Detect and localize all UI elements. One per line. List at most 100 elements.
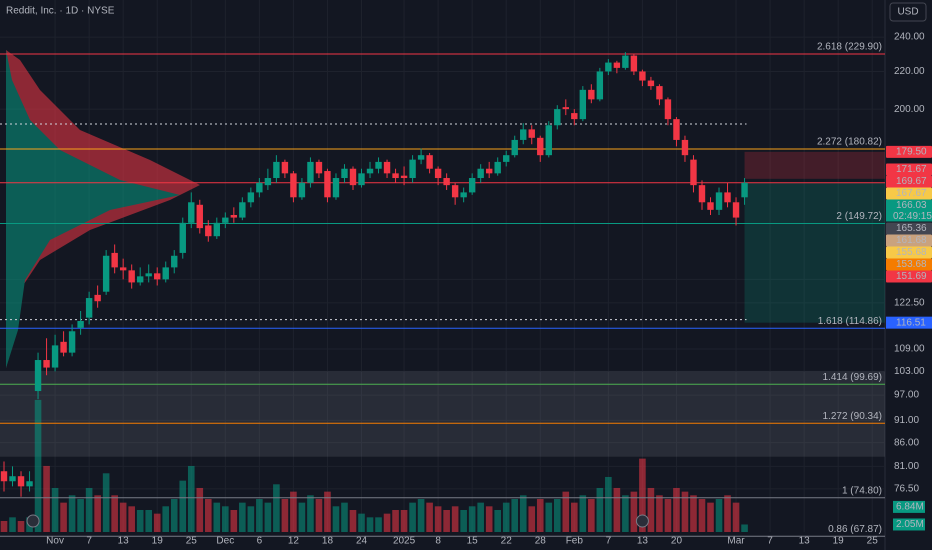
price-label: 166.03: [896, 200, 927, 211]
candle-body: [273, 161, 280, 179]
candle-body: [579, 89, 587, 120]
volume-bar: [596, 487, 604, 532]
price-label-box: [886, 270, 932, 283]
volume-bar: [102, 473, 110, 532]
candle-body: [528, 129, 535, 138]
x-tick-label: 6: [257, 536, 263, 547]
price-label: 155.68: [896, 247, 927, 258]
volume-bar: [468, 506, 476, 532]
candle-body: [213, 222, 221, 237]
price-label-box: [886, 316, 932, 329]
volume-bar: [571, 502, 578, 532]
candle-body: [554, 109, 561, 126]
volume-bar: [204, 498, 212, 532]
candle-body: [26, 481, 33, 487]
volume-label-box: [893, 500, 925, 513]
volume-bar: [545, 502, 553, 532]
candle-body: [51, 345, 59, 368]
volume-bar: [162, 506, 170, 532]
candle-body: [673, 119, 680, 140]
candle-body: [613, 62, 621, 68]
candle-body: [43, 360, 50, 368]
x-tick-label: 7: [606, 536, 612, 547]
candle-body: [256, 182, 263, 193]
candle-body: [358, 173, 365, 186]
candle-body: [230, 214, 238, 218]
candle-body: [307, 161, 314, 183]
candle-body: [664, 99, 672, 120]
candle-body: [409, 159, 416, 179]
x-tick-label: 8: [435, 536, 441, 547]
volume-bar: [60, 502, 67, 532]
price-label-box: [886, 175, 932, 188]
candle-body: [383, 161, 391, 174]
volume-label: 6.84M: [896, 502, 924, 513]
candle-body: [451, 185, 459, 198]
volume-bar: [536, 498, 544, 532]
volume-bar: [732, 502, 740, 532]
candle-body: [545, 125, 552, 156]
volume-bar: [715, 498, 723, 532]
volume-bar: [51, 487, 59, 532]
candle-body: [136, 276, 144, 283]
volume-bar: [358, 513, 365, 532]
volume-bar: [400, 509, 408, 532]
volume-bar: [494, 509, 502, 532]
volume-bar: [94, 495, 101, 532]
candle-body: [639, 71, 646, 81]
volume-bar: [128, 506, 135, 532]
zone: [0, 371, 885, 457]
fib-label: 2 (149.72): [836, 211, 882, 222]
volume-bar: [553, 498, 561, 532]
price-label-box: [886, 234, 932, 247]
candle-body: [460, 192, 467, 198]
candle-body: [494, 161, 501, 174]
candle-body: [605, 62, 612, 72]
zone: [744, 151, 885, 179]
earnings-marker: [26, 514, 40, 528]
candle-body: [324, 171, 331, 198]
y-tick-label: 200.00: [894, 104, 925, 115]
price-label: 167.67: [896, 188, 927, 199]
candle-body: [588, 89, 595, 100]
earnings-marker: [635, 514, 649, 528]
candle-body: [171, 255, 178, 268]
price-label: 116.51: [896, 317, 926, 328]
candle-body: [511, 139, 518, 156]
countdown-box: [886, 210, 932, 222]
candle-body: [698, 185, 706, 203]
volume-label-box: [893, 518, 925, 531]
candle-body: [162, 267, 169, 280]
volume-bar: [43, 465, 50, 532]
price-label-box: [886, 246, 932, 259]
candle-body: [85, 298, 93, 318]
currency-button[interactable]: [889, 2, 927, 22]
candle-body: [485, 168, 493, 174]
candle-body: [77, 321, 84, 328]
chart-title: Reddit, Inc. · 1D · NYSE: [6, 6, 115, 17]
zone: [744, 182, 885, 323]
candle-body: [0, 471, 8, 482]
volume-bar: [290, 491, 297, 532]
candle-body: [400, 175, 408, 179]
candle-body: [622, 55, 629, 68]
y-tick-label: 81.00: [894, 461, 919, 472]
candle-body: [715, 192, 723, 210]
volume-bar: [375, 517, 382, 532]
y-tick-label: 76.50: [894, 484, 919, 495]
x-tick-label: 12: [288, 536, 300, 547]
volume-bar: [690, 495, 697, 532]
fib-label: 1.272 (90.34): [823, 411, 883, 422]
candle-body: [119, 267, 127, 271]
volume-bar: [434, 506, 442, 532]
candle-body: [562, 107, 569, 110]
y-tick-label: 97.00: [894, 390, 919, 401]
y-tick-label: 91.00: [894, 415, 919, 426]
volume-bar: [383, 513, 391, 532]
candle-body: [128, 270, 135, 283]
candle-body: [647, 80, 655, 87]
price-label-box: [886, 222, 932, 235]
fib-label: 0.86 (67.87): [828, 524, 882, 535]
x-tick-label: 13: [118, 536, 130, 547]
volume-bar: [281, 498, 289, 532]
